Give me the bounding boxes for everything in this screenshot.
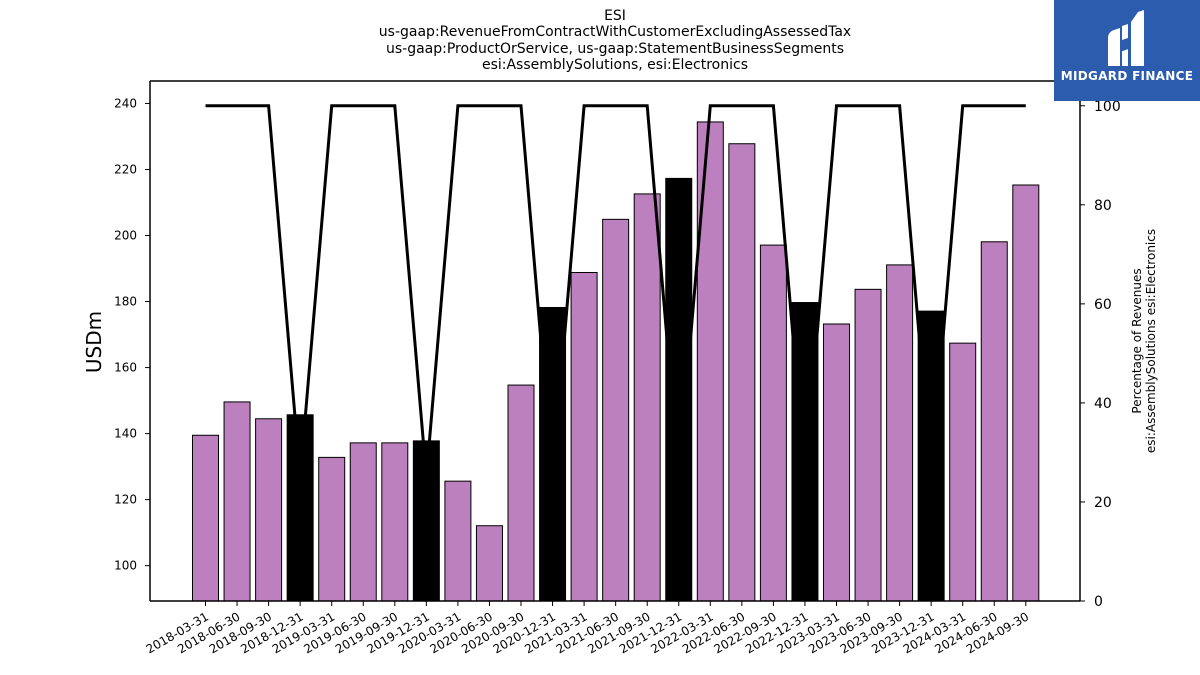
y-axis-title: USDm: [82, 311, 106, 373]
y2-tick-label: 0: [1094, 594, 1103, 610]
bar-2023-06-30: [854, 288, 882, 602]
y2-tick-label: 40: [1094, 396, 1112, 412]
bar-2020-12-31: [539, 306, 567, 602]
title-line-3: us-gaap:ProductOrService, us-gaap:Statem…: [386, 41, 844, 57]
percentage-line-series: [205, 104, 1026, 478]
bar-2020-03-31: [444, 480, 472, 602]
bar-2018-12-31: [286, 414, 314, 602]
bar-2023-03-31: [823, 323, 850, 602]
bar-2022-06-30: [728, 143, 756, 602]
bar-2024-03-31: [949, 342, 977, 602]
bar-2021-09-30: [633, 193, 661, 602]
y-tick-label: 240: [114, 96, 137, 110]
y-tick-label: 120: [114, 493, 137, 507]
y-tick-label: 160: [114, 361, 137, 375]
y-tick-label: 140: [114, 427, 137, 441]
bar-2022-09-30: [759, 244, 787, 602]
title-line-1: ESI: [604, 8, 626, 24]
y2-tick-label: 20: [1094, 495, 1112, 511]
title-line-4: esi:AssemblySolutions, esi:Electronics: [482, 57, 748, 73]
y-tick-label: 180: [114, 295, 137, 309]
bar-2020-06-30: [475, 525, 503, 602]
y2-axis-title-line-2: esi:AssemblySolutions esi:Electronics: [1144, 229, 1158, 453]
midgard-logo-icon: [1108, 10, 1144, 66]
bar-2022-12-31: [791, 302, 819, 602]
bar-2018-09-30: [255, 418, 283, 602]
midgard-finance-logo: MIDGARD FINANCE: [1054, 0, 1200, 101]
y-tick-label: 220: [114, 162, 137, 176]
bar-2024-09-30: [1012, 184, 1040, 602]
bar-series: [192, 121, 1040, 602]
bar-2024-06-30: [980, 241, 1008, 602]
bar-2019-06-30: [349, 442, 377, 602]
title-line-2: us-gaap:RevenueFromContractWithCustomerE…: [379, 24, 851, 40]
bar-2020-09-30: [507, 384, 535, 602]
bar-2019-03-31: [318, 456, 346, 602]
y2-tick-label: 100: [1094, 99, 1121, 115]
bar-2022-03-31: [696, 121, 724, 602]
logo-text: MIDGARD FINANCE: [1060, 69, 1194, 83]
chart-title: ESI us-gaap:RevenueFromContractWithCusto…: [379, 8, 851, 73]
bar-2023-09-30: [886, 264, 914, 602]
bar-2018-03-31: [192, 434, 219, 602]
y2-axis-title-line-1: Percentage of Revenues: [1130, 268, 1144, 413]
bar-2018-06-30: [223, 401, 251, 602]
bar-2021-06-30: [602, 218, 630, 602]
y-tick-label: 200: [114, 229, 137, 243]
y-tick-label: 100: [114, 559, 137, 573]
axes: [149, 80, 1081, 602]
y2-tick-label: 80: [1094, 198, 1112, 214]
y2-tick-label: 60: [1094, 297, 1112, 313]
bar-2021-12-31: [665, 177, 693, 602]
bar-2019-09-30: [381, 442, 409, 602]
left-y-axis: 100 120 140 160 180 200 220 240: [114, 96, 150, 573]
right-y-axis: 0 20 40 60 80 100: [1080, 99, 1121, 610]
bar-2021-03-31: [570, 271, 598, 602]
x-axis: 2018-03-312018-06-302018-09-302018-12-31…: [144, 601, 1031, 656]
